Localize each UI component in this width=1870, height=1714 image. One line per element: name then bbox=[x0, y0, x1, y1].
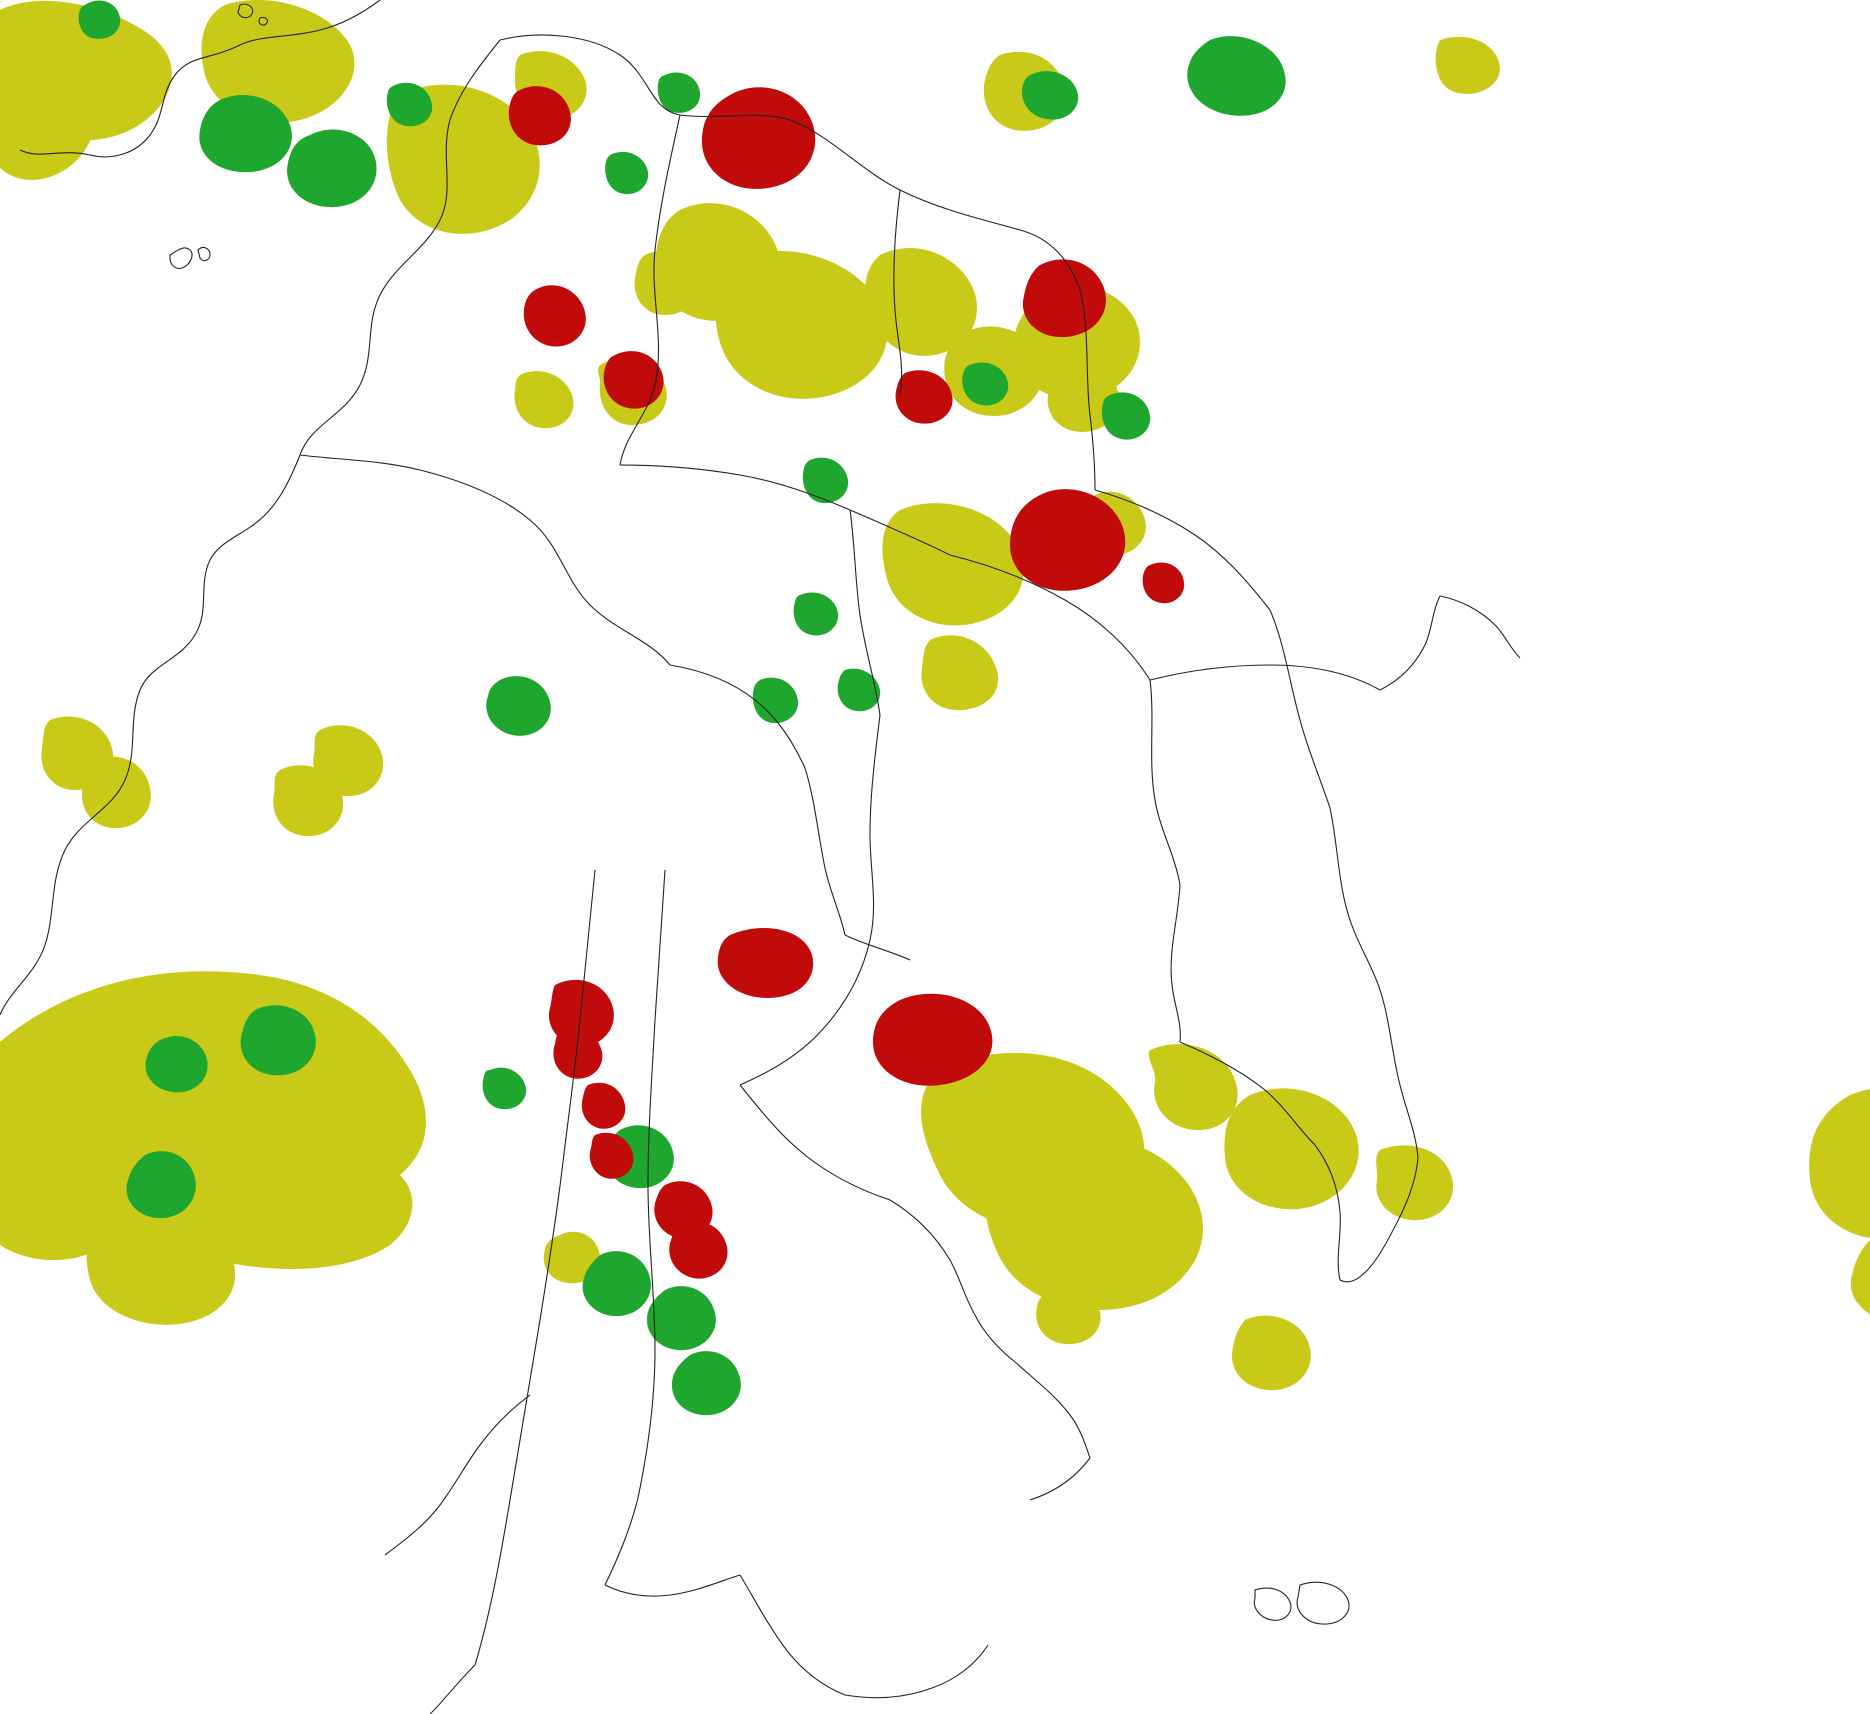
yellow-precip-layer bbox=[0, 0, 1870, 1390]
weather-map-root bbox=[0, 0, 1870, 1714]
weather-map-svg bbox=[0, 0, 1870, 1714]
